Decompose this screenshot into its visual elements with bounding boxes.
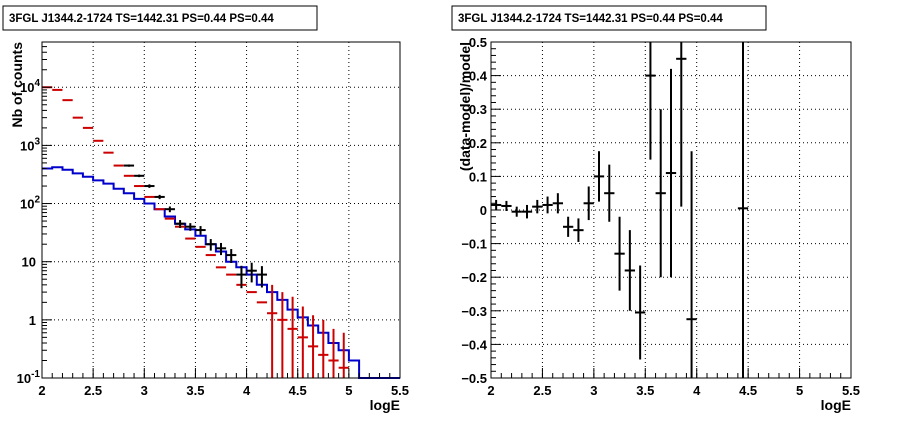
residual-grid <box>491 42 851 378</box>
residual-title-box <box>451 5 767 31</box>
counts-grid <box>42 42 400 378</box>
data-counts-point <box>154 194 165 200</box>
model-counts-point <box>287 296 298 378</box>
residual-point <box>532 199 543 214</box>
counts-x-tick-label: 2.5 <box>84 383 102 398</box>
residual-y-tick-label: 0.2 <box>469 136 487 151</box>
residual-point <box>583 186 594 221</box>
residual-point <box>573 218 584 242</box>
data-counts-point <box>174 220 186 228</box>
residual-point <box>501 200 512 212</box>
model-counts-point <box>277 292 288 378</box>
data-counts-point <box>256 266 268 288</box>
residual-y-tick-label: −0.3 <box>461 304 487 319</box>
residual-point <box>552 193 563 214</box>
residual-point <box>593 151 605 202</box>
residual-point <box>635 265 646 360</box>
data-counts-point <box>205 239 216 251</box>
model-counts-point <box>297 306 308 378</box>
counts-data <box>42 86 400 379</box>
counts-x-axis-label: logE <box>370 397 400 413</box>
data-counts-point <box>226 249 237 263</box>
counts-x-tick-label: 5.5 <box>391 383 409 398</box>
model-counts-point <box>328 328 339 378</box>
residual-y-tick-label: 0.4 <box>469 69 488 84</box>
model-histogram-line <box>42 166 400 379</box>
counts-y-tick-label: 104 <box>20 78 40 95</box>
counts-y-tick-label: 1 <box>29 313 36 328</box>
residual-x-tick-label: 4 <box>693 383 701 398</box>
residual-point <box>645 42 656 160</box>
residual-point <box>655 109 666 278</box>
residual-y-tick-label: −0.5 <box>461 371 487 386</box>
residual-y-tick-label: −0.1 <box>461 237 487 252</box>
residual-panel: 3FGL J1344.2-1724 TS=1442.31 PS=0.44 PS=… <box>451 5 860 413</box>
residual-point <box>521 204 533 219</box>
counts-y-tick-label: 103 <box>20 136 40 153</box>
model-counts-point <box>267 284 278 378</box>
counts-x-tick-label: 4.5 <box>289 383 307 398</box>
data-counts-point <box>134 174 145 178</box>
residual-point <box>491 199 502 210</box>
residual-point <box>737 42 749 378</box>
residual-title: 3FGL J1344.2-1724 TS=1442.31 PS=0.44 PS=… <box>458 13 723 25</box>
residual-point <box>686 151 697 378</box>
residual-y-tick-label: 0.5 <box>469 35 487 50</box>
residual-point <box>665 68 677 278</box>
counts-ticks: 2 2.5 3 3.5 4 4.5 5 5.5 10-1 1 10 102 103 104 <box>17 46 409 398</box>
residual-x-tick-label: 3.5 <box>636 383 654 398</box>
data-counts-point <box>144 184 155 188</box>
residual-point <box>624 230 635 311</box>
counts-title-box <box>2 5 318 31</box>
data-counts-point <box>195 226 206 235</box>
residual-x-tick-label: 5.5 <box>842 383 860 398</box>
data-counts-point <box>123 164 135 167</box>
data-counts-point <box>164 206 175 213</box>
residual-ticks: 2 2.5 3 3.5 4 4.5 5 5.5 −0.5 −0.4 −0.3 −0.2 −0.1 0 0.1… <box>461 35 860 398</box>
residual-point <box>563 216 574 237</box>
data-counts-point <box>246 262 257 283</box>
residual-point <box>676 42 687 207</box>
model-counts-point <box>318 319 329 378</box>
counts-x-tick-label: 2 <box>38 383 45 398</box>
residual-x-tick-label: 3 <box>590 383 597 398</box>
counts-x-tick-label: 5 <box>345 383 352 398</box>
residual-x-tick-label: 5 <box>796 383 803 398</box>
residual-point <box>604 164 615 222</box>
residual-x-tick-label: 2 <box>487 383 494 398</box>
residual-point <box>542 196 553 214</box>
counts-plot-frame <box>41 41 401 379</box>
residual-y-tick-label: −0.4 <box>461 337 487 352</box>
residual-y-axis-label: (data-model)/model <box>457 42 473 171</box>
residual-x-tick-label: 4.5 <box>739 383 757 398</box>
data-counts-point <box>236 265 247 289</box>
residual-x-axis-label: logE <box>821 397 851 413</box>
model-counts-point <box>307 315 319 378</box>
counts-x-tick-label: 4 <box>243 383 251 398</box>
counts-y-tick-label: 10-1 <box>17 369 41 386</box>
residual-x-tick-label: 2.5 <box>533 383 551 398</box>
counts-x-tick-label: 3.5 <box>186 383 204 398</box>
residual-y-tick-label: 0 <box>480 203 487 218</box>
counts-x-tick-label: 3 <box>141 383 148 398</box>
counts-y-tick-label: 102 <box>20 195 40 212</box>
residual-point <box>511 206 522 217</box>
counts-y-tick-label: 10 <box>22 255 36 270</box>
counts-y-axis-label: Nb of counts <box>9 42 25 128</box>
data-counts-point <box>185 223 196 231</box>
counts-panel: 3FGL J1344.2-1724 TS=1442.31 PS=0.44 PS=… <box>2 5 409 413</box>
residual-y-tick-label: −0.2 <box>461 270 487 285</box>
residual-y-tick-label: 0.3 <box>469 102 487 117</box>
residual-y-tick-label: 0.1 <box>469 169 487 184</box>
data-counts-point <box>215 242 227 256</box>
residual-data <box>491 42 749 378</box>
residual-point <box>614 216 625 291</box>
model-counts-point <box>338 332 349 378</box>
counts-title: 3FGL J1344.2-1724 TS=1442.31 PS=0.44 PS=… <box>9 13 274 25</box>
